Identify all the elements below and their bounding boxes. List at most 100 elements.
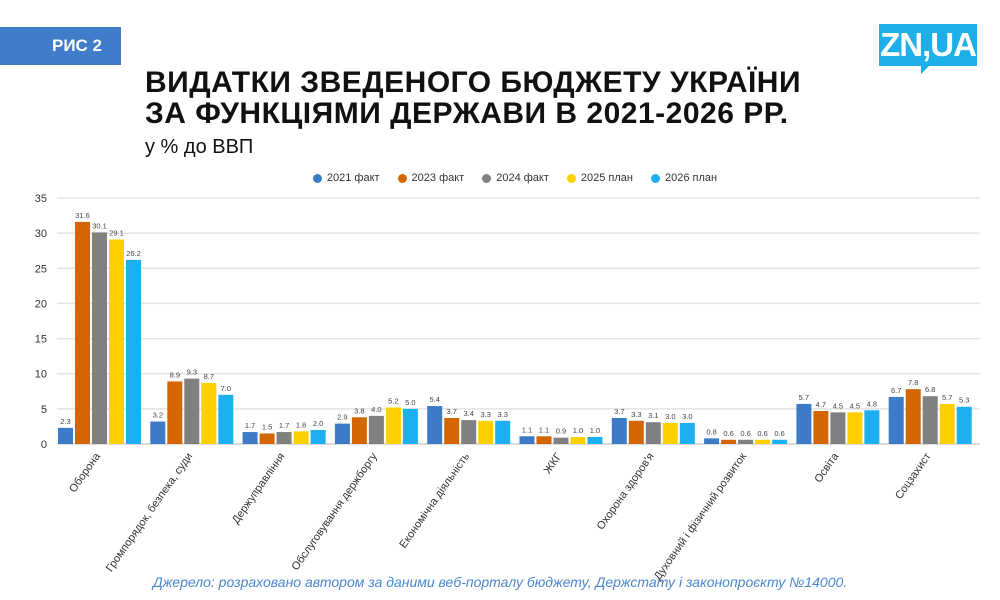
legend-marker [482,173,492,183]
legend-label: 2024 факт [496,172,549,184]
legend-item: 2024 факт [482,172,549,184]
data-label: 1.1 [539,425,549,434]
data-label: 26.2 [126,249,141,258]
data-label: 2.9 [337,413,347,422]
data-label: 5.0 [405,398,415,407]
bar [864,410,880,444]
bar [830,412,846,444]
data-label: 4.8 [867,399,877,408]
legend-label: 2023 факт [411,172,465,184]
bar [109,239,124,444]
data-label: 0.6 [723,429,733,438]
bar [167,381,183,444]
bar [679,422,695,444]
data-label: 1.5 [262,422,272,431]
bar [351,417,367,444]
chart-subtitle: у % до ВВП [145,136,254,158]
bar [126,259,141,444]
bar [662,422,678,444]
bar [611,417,627,444]
bar [259,433,275,444]
bar [796,403,812,444]
bar [310,429,326,444]
x-tick-label: Обслуговування держборгу [290,450,381,572]
bar [478,420,494,444]
bar [495,420,511,444]
y-tick-label: 20 [35,298,47,310]
data-label: 3.7 [446,407,456,416]
bar [201,382,217,444]
data-label: 1.8 [296,420,306,429]
y-tick-label: 35 [35,193,47,205]
data-label: 5.7 [799,393,809,402]
x-tick-label: Економічна діяльність [397,451,472,551]
bar [519,436,535,444]
legend-item: 2026 план [651,172,717,184]
legend: 2021 факт 2023 факт 2024 факт 2025 план 2026… [0,172,1000,184]
legend-label: 2026 план [665,172,718,184]
legend-item: 2021 факт [312,172,380,184]
bar [813,410,829,444]
x-tick-label: Освіта [812,450,841,485]
bar [75,221,90,444]
x-tick-label: Оборона [67,450,103,495]
data-label: 3.0 [665,412,675,421]
legend-label: 2025 план [580,172,633,184]
data-label: 9.3 [187,368,197,377]
data-label: 6.7 [891,386,901,395]
y-tick-label: 10 [35,369,47,381]
bar [461,420,477,444]
data-label: 0.6 [740,429,750,438]
data-label: 7.8 [908,378,918,387]
legend-label: 2021 факт [326,172,380,184]
chart-title: ВИДАТКИ ЗВЕДЕНОГО БЮДЖЕТУ УКРАЇНИ ЗА ФУН… [145,66,802,130]
legend-marker [566,173,576,183]
data-label: 7.0 [221,384,231,393]
bar [628,420,644,444]
data-label: 1.0 [590,426,600,435]
y-tick-label: 30 [35,228,47,240]
data-label: 4.7 [816,400,826,409]
bar [956,406,972,444]
bar [368,415,384,444]
x-tick-label: Громпорядок, безпека, суди [104,451,195,574]
data-label: 8.7 [204,372,214,381]
bar [755,439,771,444]
data-label: 4.0 [371,405,381,414]
data-label: 3.3 [631,410,641,419]
bar [444,417,460,444]
data-label: 5.2 [388,396,398,405]
source-note: Джерело: розраховано автором за даними в… [152,574,848,590]
legend-item: 2025 план [566,172,633,184]
bar [92,232,107,444]
data-label: 1.1 [522,425,532,434]
data-label: 3.0 [682,412,692,421]
bar [570,436,586,444]
bar [553,437,569,444]
bar [847,412,863,444]
x-tick-label: Держуправління [230,451,288,526]
x-tick-label: Соцзахист [893,451,934,502]
bar [721,439,737,444]
data-label: 3.2 [153,411,163,420]
data-label: 30.1 [92,221,107,230]
data-label: 0.9 [556,427,566,436]
data-label: 6.8 [925,385,935,394]
data-label: 0.8 [706,427,716,436]
y-tick-label: 0 [41,439,47,451]
data-label: 4.5 [850,401,860,410]
bar [58,427,73,444]
data-label: 3.3 [480,410,490,419]
bar [150,421,166,444]
zn-ua-logo: ZN,UA [879,24,977,74]
figure-badge: РИС 2 [0,27,121,65]
bar [704,438,720,444]
bar [184,378,200,444]
data-label: 31.6 [75,211,90,220]
x-tick-label: Духовний і фізичний розвиток [652,451,749,583]
data-label: 0.6 [757,429,767,438]
x-tick-label: ЖКГ [542,451,565,476]
data-label: 29.1 [109,228,124,237]
bar [427,406,443,444]
